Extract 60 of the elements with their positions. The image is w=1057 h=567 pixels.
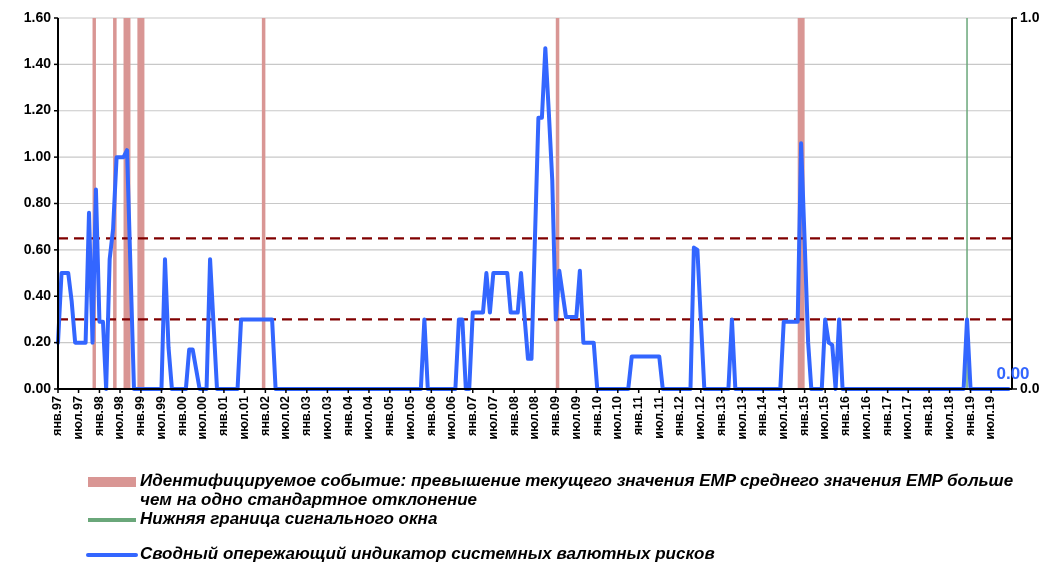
y2-tick-label: 0.0 [1020,379,1040,396]
x-tick-label: янв.17 [879,395,894,436]
x-tick-label: янв.07 [465,395,480,436]
x-tick-label: янв.08 [506,395,521,436]
x-tick-label: июл.03 [319,395,334,440]
x-tick-label: янв.18 [921,395,936,436]
x-tick-label: янв.99 [133,395,148,436]
x-tick-label: янв.13 [714,395,729,436]
x-tick-label: июл.08 [527,395,542,440]
x-tick-label: июл.09 [568,395,583,440]
x-tick-label: янв.97 [50,395,65,436]
x-tick-label: июл.14 [776,395,791,440]
x-tick-label: июл.99 [153,395,168,440]
y-tick-label: 0.60 [23,240,52,257]
x-tick-label: июл.18 [941,395,956,440]
x-tick-label: июл.05 [402,395,417,440]
y-tick-label: 0.20 [23,333,52,350]
x-tick-label: янв.01 [216,395,231,436]
x-tick-label: янв.09 [548,395,563,436]
x-tick-label: июл.19 [983,395,998,440]
y-tick-label: 1.20 [23,101,52,118]
x-tick-label: июл.11 [651,395,666,439]
x-tick-label: янв.06 [423,395,438,436]
y-tick-label: 1.40 [23,55,52,72]
x-tick-label: янв.04 [340,395,355,436]
x-tick-label: янв.00 [174,395,189,436]
x-tick-label: июл.15 [817,395,832,440]
x-tick-label: янв.16 [838,395,853,436]
x-tick-label: июл.13 [734,395,749,440]
x-tick-label: июл.06 [444,395,459,440]
x-tick-label: янв.10 [589,395,604,436]
x-tick-label: янв.02 [257,395,272,436]
y-tick-label: 0.80 [23,194,52,211]
legend-label: Нижняя граница сигнального окна [140,509,438,529]
x-tick-label: июл.97 [70,395,85,440]
legend-label: Сводный опережающий индикатор системных валютных рисков [140,544,715,564]
x-tick-label: янв.12 [672,395,687,436]
x-tick-label: июл.01 [236,395,251,440]
x-tick-label: янв.05 [382,395,397,436]
x-tick-label: июл.98 [112,395,127,440]
y-tick-label: 1.00 [23,147,52,164]
x-tick-label: янв.11 [630,395,645,436]
x-tick-label: янв.15 [796,395,811,436]
x-tick-label: июл.00 [195,395,210,440]
x-tick-label: июл.16 [859,395,874,440]
y2-tick-label: 1.0 [1020,8,1040,25]
x-tick-label: янв.98 [91,395,106,436]
x-tick-label: янв.19 [962,395,977,436]
y-tick-label: 0.40 [23,286,52,303]
y-tick-label: 1.60 [23,8,52,25]
x-tick-label: июл.12 [693,395,708,440]
x-tick-label: июл.07 [485,395,500,440]
x-tick-label: янв.03 [299,395,314,436]
x-tick-label: июл.04 [361,395,376,440]
legend-label: Идентифицируемое событие: превышение текущего значения EMP среднего значения EMP больше чем на одно стандартное отклонение [140,471,1014,510]
x-tick-label: июл.10 [610,395,625,440]
x-tick-label: июл.02 [278,395,293,440]
x-tick-label: июл.17 [900,395,915,440]
x-tick-label: янв.14 [755,395,770,436]
y-tick-label: 0.00 [23,379,52,396]
